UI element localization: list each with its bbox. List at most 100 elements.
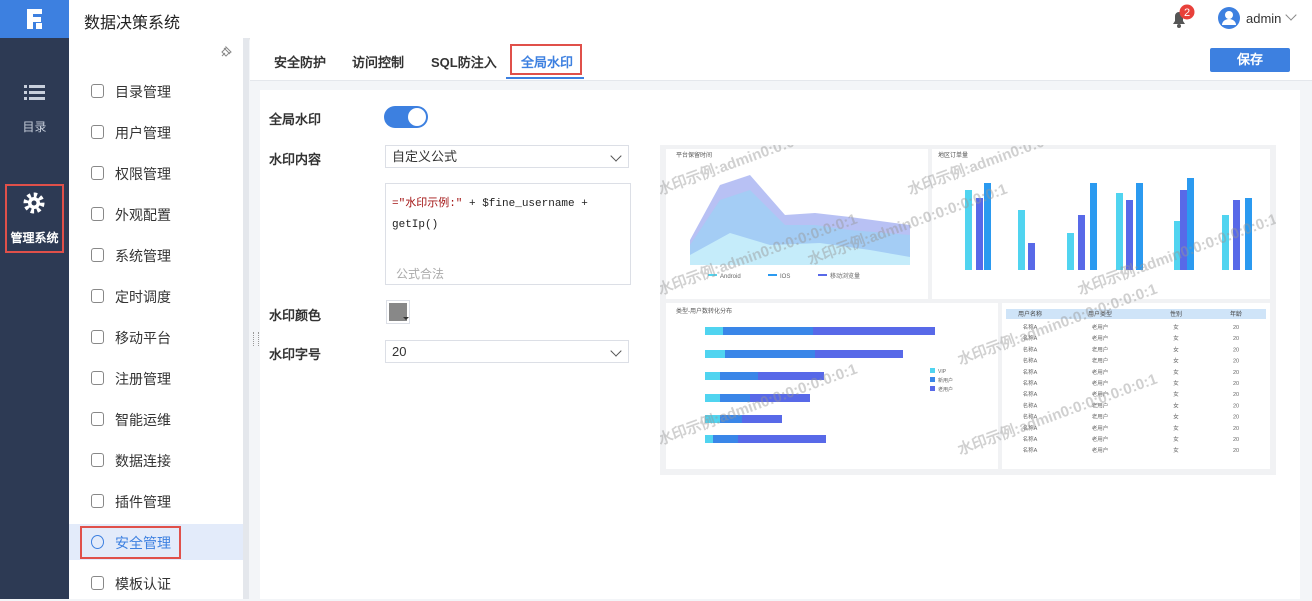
- content-select[interactable]: 自定义公式: [385, 145, 629, 168]
- table-cell: 女: [1173, 435, 1179, 443]
- table-cell: 老用户: [1092, 379, 1109, 387]
- scrollbar: [243, 38, 249, 599]
- user-name[interactable]: admin: [1246, 11, 1282, 26]
- table-cell: 20: [1233, 392, 1239, 398]
- menu-item[interactable]: 系统管理: [69, 237, 243, 273]
- menu-label: 权限管理: [115, 166, 171, 182]
- menu-item[interactable]: 外观配置: [69, 196, 243, 232]
- table-cell: 女: [1173, 334, 1179, 342]
- menu-item[interactable]: 插件管理: [69, 483, 243, 519]
- menu-item[interactable]: 移动平台: [69, 319, 243, 355]
- save-button[interactable]: 保存: [1210, 48, 1290, 72]
- table-cell: 名称A: [1023, 379, 1038, 387]
- table-cell: 女: [1173, 413, 1179, 421]
- logo-icon: [27, 9, 42, 29]
- formula-editor[interactable]: ="水印示例:" + $fine_username + getIp() 公式合法: [385, 183, 631, 285]
- legend-swatch: [930, 377, 935, 382]
- menu-item[interactable]: 模板认证: [69, 565, 243, 601]
- menu-item[interactable]: 目录管理: [69, 73, 243, 109]
- color-picker[interactable]: [386, 300, 410, 324]
- side-nav: [0, 38, 69, 599]
- menu-icon: [91, 125, 104, 139]
- menu-icon: [91, 330, 104, 344]
- table-cell: 20: [1233, 415, 1239, 421]
- formula-status: 公式合法: [396, 267, 445, 281]
- tab[interactable]: SQL防注入: [431, 55, 497, 70]
- nav-item[interactable]: 管理系统: [10, 231, 59, 245]
- legend-label: 新用户: [938, 377, 953, 384]
- table-cell: 女: [1173, 379, 1179, 387]
- highlight-box: [510, 44, 582, 75]
- menu-label: 安全管理: [115, 535, 171, 551]
- table-cell: 女: [1173, 323, 1179, 331]
- tab[interactable]: 安全防护: [274, 55, 327, 70]
- table-cell: 老用户: [1092, 368, 1109, 376]
- toggle[interactable]: [384, 106, 428, 128]
- tab[interactable]: 全局水印: [521, 55, 574, 70]
- table-cell: 名称A: [1023, 413, 1038, 421]
- notification-icon[interactable]: 2: [1168, 4, 1202, 30]
- menu-item[interactable]: 安全管理: [69, 524, 243, 560]
- logo[interactable]: [0, 0, 69, 38]
- size-select[interactable]: 20: [385, 340, 629, 363]
- table-cell: 20: [1233, 336, 1239, 342]
- menu-item[interactable]: 权限管理: [69, 155, 243, 191]
- menu-item[interactable]: 注册管理: [69, 360, 243, 396]
- table-cell: 名称A: [1023, 357, 1038, 365]
- menu-icon: [91, 289, 104, 303]
- menu-label: 定时调度: [115, 289, 171, 305]
- pin-icon[interactable]: [218, 44, 234, 60]
- avatar[interactable]: [1218, 7, 1242, 31]
- menu-icon: [91, 494, 104, 508]
- field-label: 全局水印: [269, 112, 322, 127]
- table-cell: 老用户: [1092, 413, 1109, 421]
- table-cell: 女: [1173, 357, 1179, 365]
- table-cell: 名称A: [1023, 323, 1038, 331]
- table-cell: 女: [1173, 446, 1179, 454]
- menu-icon: [91, 412, 104, 426]
- highlight-box: [5, 184, 64, 253]
- formula-string: ="水印示例:": [392, 198, 463, 210]
- table-cell: 20: [1233, 426, 1239, 432]
- table-cell: 20: [1233, 448, 1239, 454]
- tab[interactable]: 访问控制: [352, 55, 405, 70]
- table-cell: 女: [1173, 368, 1179, 376]
- preview-title: 地区订单量: [938, 151, 968, 159]
- menu-label: 系统管理: [115, 248, 171, 264]
- menu-label: 智能运维: [115, 412, 171, 428]
- preview-title: 平台保留时间: [676, 151, 712, 159]
- table-cell: 名称A: [1023, 435, 1038, 443]
- table-cell: 老用户: [1092, 357, 1109, 365]
- nav-icon: [24, 85, 45, 100]
- field-label: 水印内容: [269, 152, 322, 167]
- nav-item[interactable]: 目录: [22, 120, 47, 134]
- tab-bar: [250, 38, 1312, 81]
- menu-item[interactable]: 用户管理: [69, 114, 243, 150]
- preview-title: 类型-用户数转化分布: [676, 307, 732, 315]
- top-bar: [0, 0, 1312, 38]
- resize-handle[interactable]: [253, 332, 259, 346]
- table-cell: 女: [1173, 390, 1179, 398]
- select-value: 20: [392, 344, 407, 359]
- menu-icon: [91, 207, 104, 221]
- field-label: 水印字号: [269, 347, 322, 362]
- table-cell: 老用户: [1092, 446, 1109, 454]
- menu-item[interactable]: 定时调度: [69, 278, 243, 314]
- legend-label: 移动浏览量: [830, 272, 860, 280]
- tab-underline: [506, 77, 584, 79]
- table-cell: 女: [1173, 345, 1179, 353]
- table-header: 性别: [1170, 310, 1182, 318]
- menu-item[interactable]: 智能运维: [69, 401, 243, 437]
- legend-swatch: [818, 274, 827, 276]
- menu-item[interactable]: 数据连接: [69, 442, 243, 478]
- table-cell: 名称A: [1023, 390, 1038, 398]
- menu-icon: [91, 453, 104, 467]
- table-cell: 名称A: [1023, 345, 1038, 353]
- menu-icon: [91, 248, 104, 262]
- table-cell: 老用户: [1092, 401, 1109, 409]
- legend-swatch: [768, 274, 777, 276]
- table-cell: 老用户: [1092, 390, 1109, 398]
- table-cell: 名称A: [1023, 401, 1038, 409]
